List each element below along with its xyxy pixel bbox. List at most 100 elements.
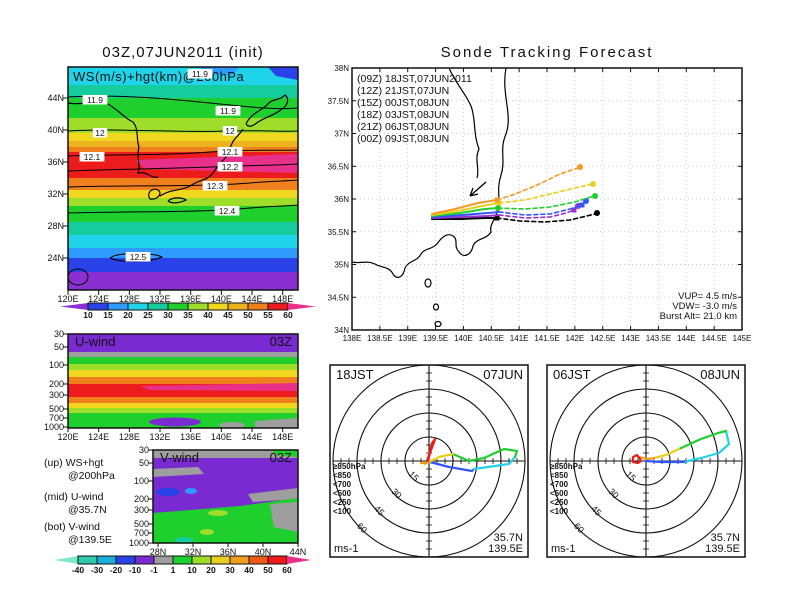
- lon-tick: 136E: [180, 294, 201, 304]
- fill-band: [68, 67, 298, 85]
- fill-patch: [153, 498, 298, 543]
- lon-tick: 124E: [88, 294, 109, 304]
- contour-label: 12.1: [222, 147, 239, 157]
- fill-band: [68, 272, 298, 290]
- lat-tick: 32N: [47, 189, 64, 199]
- contour-label-bg: [125, 252, 151, 262]
- lon-tick: 144E: [242, 432, 263, 442]
- hodo1-lat: 35.7N: [494, 532, 523, 544]
- fill-band: [68, 258, 298, 272]
- sonde-label-layer: 138E 138.5E 139E 139.5E 140E 140.5E 141E 141.5E…: [328, 64, 752, 343]
- fill-patch: [255, 418, 298, 428]
- colorbar-cell: [267, 555, 288, 565]
- burst-alt-value: Burst Alt= 21.0 km: [660, 311, 737, 322]
- lat-tick: 44N: [47, 93, 64, 103]
- colorbar-cell: [153, 555, 174, 565]
- colorbar-cell: [187, 302, 209, 311]
- kanto-coastline: [351, 67, 509, 278]
- colorbar-tick: -10: [129, 565, 142, 575]
- pressure-tick: 30: [139, 445, 149, 455]
- landing-marker: [592, 193, 598, 199]
- hodograph-trace: [631, 453, 643, 465]
- lat-tick: 40N: [47, 125, 64, 135]
- lon-tick: 148E: [272, 432, 293, 442]
- fill-band: [68, 85, 298, 98]
- legend-item: (18Z) 03JST,08JUN: [357, 109, 449, 121]
- lon-tick: 138.5E: [367, 334, 392, 343]
- contour-label: 11.9: [192, 69, 208, 79]
- track-descent: [496, 213, 596, 223]
- contour-label-bg: [222, 126, 238, 136]
- lon-tick: 140E: [454, 334, 473, 343]
- lon-tick: 141E: [510, 334, 529, 343]
- izu-island-1: [424, 278, 432, 288]
- contour-label: 12: [225, 126, 235, 136]
- colorbar-cell: [267, 302, 289, 311]
- hodograph-trace: [451, 447, 519, 463]
- hodograph-trace: [644, 459, 688, 464]
- burst-marker: [494, 215, 500, 221]
- ws200-field-label: WS(m/s)+hgt(km)@200hPa: [73, 69, 244, 84]
- track-ascent: [431, 211, 500, 218]
- ring-label: 60: [355, 521, 369, 535]
- level-legend-item: <250: [333, 498, 352, 507]
- hodograph-trace: [684, 429, 731, 464]
- colorbar-cell: [87, 302, 109, 311]
- colorbar-tick: 60: [283, 310, 293, 320]
- ring-label: 15: [624, 469, 638, 483]
- note-up-level: @200hPa: [68, 470, 115, 482]
- colorbar-cell: [207, 302, 229, 311]
- lon-tick: 142E: [566, 334, 585, 343]
- pressure-tick: 500: [134, 519, 149, 529]
- uwind-time: 03Z: [270, 334, 292, 349]
- fill-blob: [219, 422, 245, 428]
- hodo2-date: 08JUN: [700, 367, 740, 382]
- contour-label-bg: [215, 106, 241, 116]
- fill-band: [68, 397, 298, 403]
- colorbar-tick: 50: [263, 565, 273, 575]
- hodo2-frame: [546, 364, 746, 558]
- lat-tick: 36N: [334, 195, 349, 204]
- hgt-contour-12-0: [67, 129, 299, 132]
- lat-tick: 35N: [334, 261, 349, 270]
- lon-tick: 124E: [88, 432, 109, 442]
- colorbar-arrow-left: [54, 556, 78, 564]
- ring-label: 15: [407, 469, 421, 483]
- fill-band: [68, 364, 298, 370]
- fill-band: [68, 357, 298, 364]
- fill-band: [68, 198, 298, 206]
- pressure-tick: 200: [49, 379, 64, 389]
- colorbar-cell: [167, 302, 189, 311]
- colorbar-tick: 40: [244, 565, 254, 575]
- colorbar-cell: [191, 555, 212, 565]
- fill-band: [68, 377, 298, 384]
- lon-tick: 138E: [343, 334, 362, 343]
- izu-island-2: [432, 303, 440, 311]
- hodograph-trace: [428, 460, 476, 473]
- fill-band: [68, 408, 298, 413]
- landing-marker: [594, 210, 600, 216]
- track-descent: [496, 167, 579, 201]
- hodo2-lon: 139.5E: [705, 543, 740, 555]
- hodograph-trace: [636, 455, 656, 461]
- ring-label: 30: [389, 486, 403, 500]
- colorbar-tick: 30: [163, 310, 173, 320]
- contour-label-bg: [82, 95, 108, 105]
- track-ascent: [431, 199, 498, 215]
- lat-tick: 36N: [47, 157, 64, 167]
- colorbar-tick: 55: [263, 310, 273, 320]
- hodo1-lon: 139.5E: [488, 543, 523, 555]
- colorbar-cell: [107, 302, 129, 311]
- ring-label: 30: [606, 486, 620, 500]
- hodo1-time: 18JST: [336, 367, 374, 382]
- colorbar-arrow-right: [287, 556, 311, 564]
- lat-tick: 35.5N: [328, 228, 350, 237]
- lat-tick: 40N: [255, 547, 272, 557]
- level-legend-item: <850: [550, 471, 569, 480]
- burst-marker: [579, 202, 585, 208]
- fill-blob: [200, 529, 214, 535]
- colorbar-tick: 25: [143, 310, 153, 320]
- lon-tick: 132E: [149, 432, 170, 442]
